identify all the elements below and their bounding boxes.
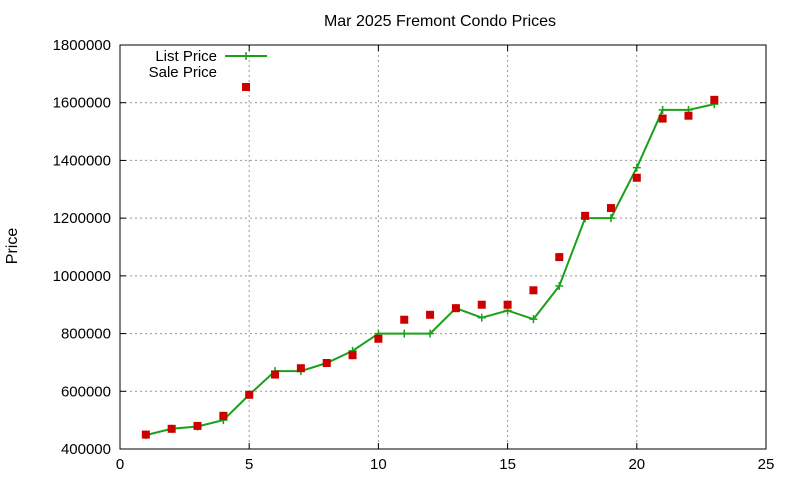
- sale-price-point: [141, 430, 150, 439]
- sale-price-point: [271, 370, 280, 379]
- sale-price-point: [426, 310, 435, 319]
- y-tick-label: 400000: [61, 441, 111, 458]
- x-tick-label: 20: [628, 456, 645, 473]
- y-tick-label: 1600000: [53, 95, 111, 112]
- sale-price-point: [374, 334, 383, 343]
- sale-price-point: [167, 424, 176, 433]
- list-price-point: [477, 313, 486, 322]
- sale-price-point: [710, 95, 719, 104]
- sale-price-point: [684, 111, 693, 120]
- sale-price-point: [529, 286, 538, 295]
- x-tick-label: 25: [758, 456, 775, 473]
- sale-price-point: [632, 173, 641, 182]
- series-layer: [141, 95, 719, 440]
- sale-price-point: [581, 211, 590, 220]
- sale-price-point: [245, 390, 254, 399]
- x-tick-label: 10: [370, 456, 387, 473]
- x-tick-label: 5: [245, 456, 253, 473]
- list-price-point: [658, 105, 667, 114]
- sale-price-point: [451, 304, 460, 313]
- sale-price-point: [322, 359, 331, 368]
- grid: [120, 45, 766, 449]
- list-price-point: [632, 163, 641, 172]
- list-price-point: [426, 329, 435, 338]
- list-price-point: [555, 281, 564, 290]
- list-price-point: [606, 214, 615, 223]
- sale-price-point: [658, 114, 667, 123]
- sale-price-point: [400, 315, 409, 324]
- chart-title: Mar 2025 Fremont Condo Prices: [324, 13, 556, 30]
- y-tick-label: 800000: [61, 326, 111, 343]
- sale-price-point: [296, 364, 305, 373]
- plot-frame: [119, 44, 767, 450]
- legend-label: Sale Price: [149, 64, 217, 81]
- legend-swatch-plus: [242, 52, 250, 60]
- y-tick-label: 1800000: [53, 37, 111, 54]
- y-tick-label: 1000000: [53, 268, 111, 285]
- sale-price-point: [555, 253, 564, 262]
- series-line-list-price: [145, 103, 715, 437]
- x-tick-label: 0: [116, 456, 124, 473]
- list-price-point: [529, 315, 538, 324]
- sale-price-point: [348, 351, 357, 360]
- legend-swatch-square: [242, 83, 250, 91]
- y-tick-label: 1400000: [53, 152, 111, 169]
- sale-price-point: [219, 411, 228, 420]
- y-tick-label: 600000: [61, 383, 111, 400]
- list-price-point: [400, 329, 409, 338]
- axis-ticks: 400000 600000 800000 1000000 1200000 1400000 1…: [53, 37, 775, 473]
- sale-price-point: [193, 421, 202, 430]
- sale-price-point: [606, 204, 615, 213]
- sale-price-point: [477, 300, 486, 309]
- legend-label: List Price: [155, 48, 217, 65]
- sale-price-point: [503, 300, 512, 309]
- y-axis-label: Price: [4, 228, 21, 265]
- x-tick-label: 15: [499, 456, 516, 473]
- y-tick-label: 1200000: [53, 210, 111, 227]
